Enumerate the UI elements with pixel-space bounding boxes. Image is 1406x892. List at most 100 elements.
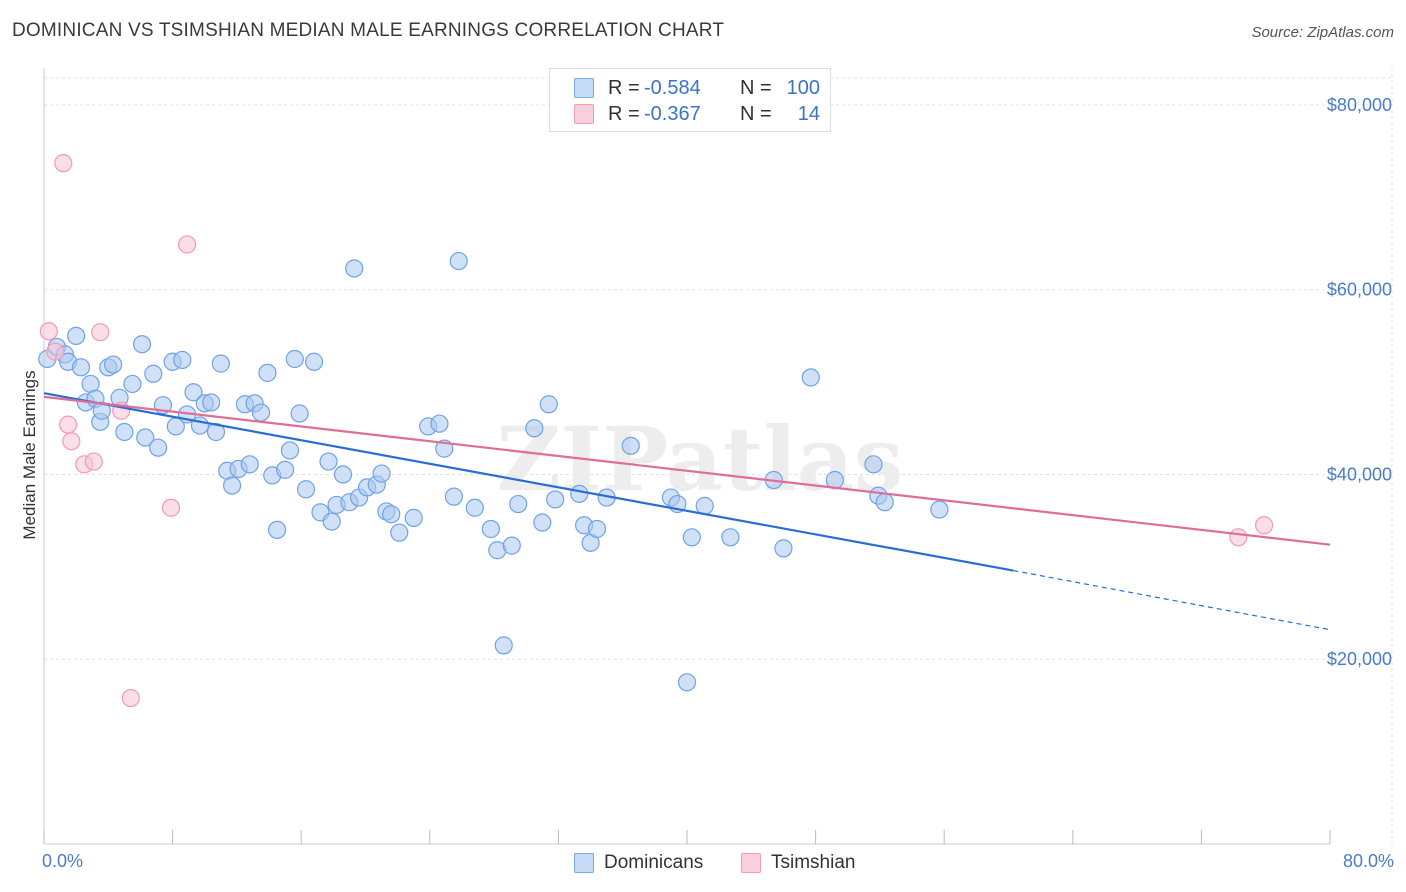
- point-dominicans: [345, 259, 364, 278]
- point-tsimshian: [177, 235, 197, 254]
- point-dominicans: [774, 539, 793, 558]
- point-dominicans: [285, 349, 304, 369]
- point-dominicans: [695, 496, 714, 515]
- point-tsimshian: [121, 688, 140, 708]
- point-tsimshian: [1254, 516, 1274, 535]
- y-tick-label: $20,000: [1327, 649, 1392, 669]
- y-tick-label: $80,000: [1327, 95, 1392, 115]
- point-tsimshian: [161, 498, 181, 517]
- point-dominicans: [864, 455, 883, 474]
- legend-n-label: N =: [740, 76, 772, 99]
- series-dominicans: [38, 251, 949, 692]
- point-dominicans: [449, 251, 468, 271]
- data-points: [38, 154, 1274, 708]
- point-tsimshian: [84, 452, 103, 471]
- point-dominicans: [404, 508, 423, 527]
- point-dominicans: [319, 452, 338, 471]
- x-tick-min: 0.0%: [42, 851, 84, 871]
- point-tsimshian: [1229, 528, 1248, 547]
- point-tsimshian: [59, 415, 78, 434]
- point-dominicans: [390, 523, 409, 542]
- point-dominicans: [173, 350, 192, 370]
- point-dominicans: [206, 422, 226, 442]
- point-tsimshian: [91, 323, 110, 342]
- point-dominicans: [304, 352, 324, 371]
- point-dominicans: [570, 484, 589, 503]
- point-tsimshian: [46, 342, 65, 361]
- x-tick-max: 80.0%: [1342, 851, 1394, 871]
- point-dominicans: [123, 374, 142, 394]
- legend-swatch-tsimshian: [574, 104, 594, 124]
- point-dominicans: [930, 500, 949, 519]
- y-tick-label: $40,000: [1327, 464, 1392, 484]
- point-dominicans: [280, 441, 300, 460]
- point-dominicans: [825, 470, 844, 490]
- trend-dominicans: [43, 392, 1014, 572]
- legend-n-value: 14: [797, 102, 820, 125]
- legend-r-label: R =: [608, 102, 640, 125]
- legend-r-value: -0.367: [644, 102, 701, 125]
- point-dominicans: [587, 519, 607, 539]
- point-tsimshian: [62, 432, 81, 451]
- point-dominicans: [115, 422, 134, 442]
- point-dominicans: [677, 673, 697, 692]
- point-dominicans: [222, 476, 242, 495]
- point-dominicans: [682, 528, 701, 547]
- trend-lines: [43, 392, 1331, 631]
- point-dominicans: [465, 498, 484, 517]
- legend-n-label: N =: [740, 102, 772, 125]
- point-dominicans: [322, 512, 341, 531]
- point-dominicans: [382, 505, 401, 524]
- point-dominicans: [509, 494, 528, 514]
- point-dominicans: [251, 403, 271, 422]
- point-dominicans: [372, 464, 391, 483]
- chart-title: DOMINICAN VS TSIMSHIAN MEDIAN MALE EARNI…: [12, 20, 725, 41]
- legend-row-tsimshian: R = -0.367 N = 14: [574, 102, 820, 126]
- point-dominicans: [296, 480, 316, 499]
- legend-r-label: R =: [608, 76, 640, 99]
- point-dominicans: [533, 513, 552, 532]
- point-dominicans: [494, 636, 513, 655]
- axes: [43, 68, 1331, 845]
- point-dominicans: [267, 520, 287, 540]
- y-tick-label: $60,000: [1327, 280, 1392, 300]
- point-dominicans: [71, 358, 91, 377]
- point-tsimshian: [54, 154, 73, 173]
- stats-legend: R = -0.584 N = 100 R = -0.367 N = 14: [549, 68, 831, 132]
- point-dominicans: [67, 326, 86, 346]
- legend-row-dominicans: R = -0.584 N = 100: [574, 76, 820, 100]
- point-dominicans: [202, 393, 221, 412]
- point-dominicans: [276, 460, 295, 479]
- point-dominicans: [149, 438, 168, 457]
- y-tick-labels: $20,000 $40,000 $60,000 $80,000: [1327, 95, 1392, 669]
- legend-r-value: -0.584: [644, 76, 701, 99]
- point-tsimshian: [39, 322, 58, 341]
- bottom-legend-swatch-tsimshian: [741, 853, 761, 873]
- point-dominicans: [430, 414, 449, 433]
- point-dominicans: [258, 363, 277, 382]
- trend-tsimshian: [43, 395, 1331, 546]
- source-label: Source: ZipAtlas.com: [1251, 24, 1394, 41]
- point-dominicans: [502, 536, 521, 555]
- point-dominicans: [132, 335, 152, 354]
- point-dominicans: [104, 355, 123, 374]
- point-dominicans: [444, 487, 464, 506]
- point-dominicans: [240, 455, 259, 474]
- point-dominicans: [333, 465, 353, 484]
- point-dominicans: [525, 419, 544, 438]
- point-dominicans: [136, 428, 155, 447]
- bottom-legend-tsimshian: Tsimshian: [741, 852, 855, 874]
- legend-swatch-dominicans: [574, 78, 594, 98]
- point-dominicans: [621, 436, 640, 455]
- point-dominicans: [539, 395, 558, 414]
- bottom-legend-label-tsimshian: Tsimshian: [771, 852, 856, 873]
- watermark: ZIPatlas: [497, 407, 904, 511]
- point-dominicans: [290, 404, 309, 423]
- legend-n-value: 100: [786, 76, 820, 99]
- watermark-text: ZIPatlas: [497, 407, 904, 511]
- point-dominicans: [92, 401, 111, 420]
- bottom-legend-label-dominicans: Dominicans: [604, 852, 704, 873]
- point-dominicans: [184, 383, 203, 402]
- point-dominicans: [546, 490, 565, 509]
